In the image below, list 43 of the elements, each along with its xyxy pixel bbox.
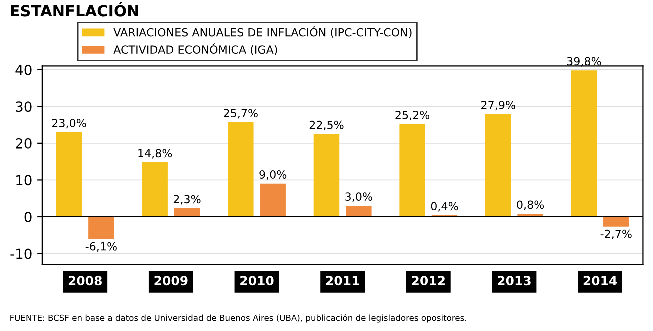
data-label: -6,1% (86, 242, 117, 252)
bar (400, 124, 426, 217)
x-tick-label: 2012 (412, 276, 445, 286)
bar (142, 162, 168, 217)
data-label: 2,3% (174, 195, 201, 205)
bar (174, 208, 200, 217)
y-tick-label: 40 (16, 64, 32, 76)
bar (571, 70, 598, 217)
y-tick-label: 10 (16, 175, 32, 186)
y-tick-label: 0 (24, 212, 32, 222)
data-label: 27,9% (482, 101, 516, 111)
bar (88, 216, 114, 240)
y-tick-label: 20 (16, 138, 32, 149)
bar (56, 132, 82, 217)
x-tick-label: 2010 (240, 276, 274, 286)
data-label: 0,8% (517, 200, 544, 210)
bar (486, 114, 512, 217)
bar (346, 206, 372, 217)
x-tick-label: 2011 (326, 276, 360, 286)
bar (314, 134, 340, 217)
y-tick-label: 30 (16, 102, 32, 112)
x-tick-label: 2014 (584, 276, 618, 286)
data-label: 3,0% (346, 192, 372, 202)
data-label: 25,7% (224, 109, 258, 119)
x-tick-label: 2013 (498, 276, 531, 286)
data-label: 25,2% (396, 110, 430, 121)
bar (260, 184, 286, 217)
data-label: 23,0% (52, 119, 86, 129)
bar (604, 216, 630, 227)
data-label: 9,0% (260, 170, 287, 180)
y-tick-label: -10 (10, 248, 32, 260)
legend-label: ACTIVIDAD ECONÓMICA (IGA) (114, 44, 278, 56)
x-tick-label: 2009 (154, 276, 188, 286)
bar (228, 122, 254, 217)
data-label: 39,8% (567, 57, 602, 67)
data-label: 0,4% (431, 202, 458, 212)
source-note: FUENTE: BCSF en base a datos de Universidad de Buenos Aires (UBA), publicación de legisladores opositores. (10, 314, 466, 323)
legend-label: VARIACIONES ANUALES DE INFLACIÓN (IPC-CITY-CON) (114, 26, 412, 38)
x-tick-label: 2008 (68, 276, 102, 286)
data-label: -2,7% (600, 230, 632, 240)
chart-title: ESTANFLACIÓN (11, 2, 138, 17)
data-label: 22,5% (310, 120, 344, 130)
data-label: 14,8% (138, 149, 172, 159)
